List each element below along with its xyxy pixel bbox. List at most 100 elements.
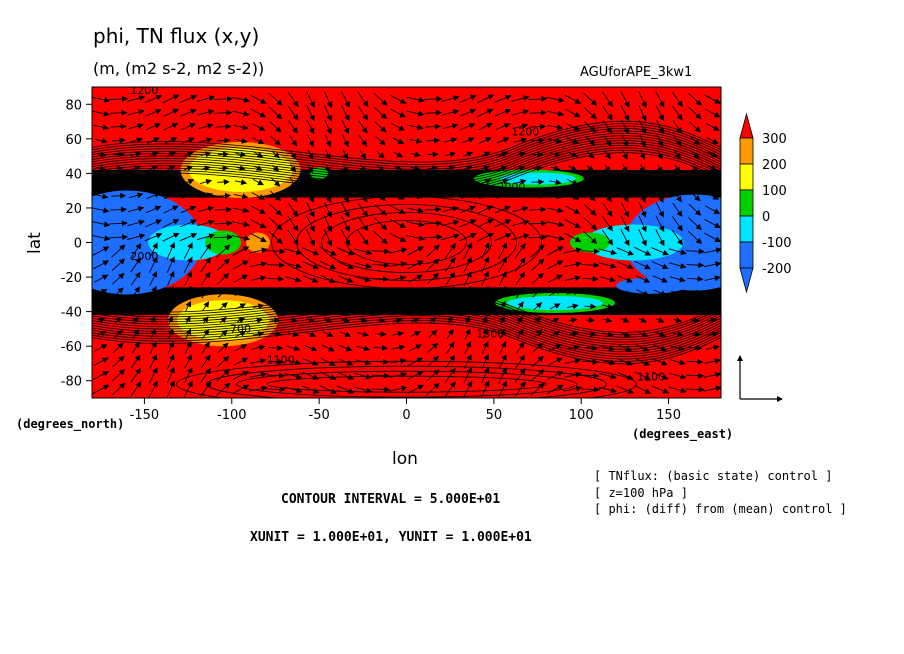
contour-label: 1300 [476,328,504,341]
flux-vector [200,381,212,397]
flux-vector [251,192,265,200]
flux-vector [426,258,440,272]
flux-vector [164,192,178,200]
colorbar-label: -200 [762,262,792,277]
x-tick-label: 150 [656,408,681,423]
flux-vector [150,328,157,340]
flux-vector [391,289,406,296]
colorbar-label: 0 [762,210,770,225]
flux-vector [131,165,141,172]
flux-vector [479,179,492,185]
contour-label: 200 [323,184,344,197]
flux-vector [638,90,647,109]
flux-vector [92,96,111,103]
y-tick-label: 80 [65,98,82,113]
flux-vector [302,371,320,380]
flux-vector [442,123,459,130]
flux-vector [704,358,721,365]
flux-vector [583,230,598,245]
flux-vector [407,371,424,380]
flux-vector [616,261,634,270]
flux-vector [563,247,583,254]
flux-vector [168,300,174,312]
flux-vector [232,110,250,117]
flux-vector [373,289,388,296]
flux-vector [267,275,285,282]
flux-vector [306,119,315,135]
flux-vector [374,203,387,216]
flux-vector [146,192,161,199]
flux-vector [515,151,526,158]
flux-vector [530,244,545,258]
flux-vector [287,303,300,310]
flux-vector [198,192,214,199]
flux-vector [652,358,668,366]
flux-vector [216,192,231,199]
central-ridge [333,200,514,285]
flux-vector [302,247,320,256]
flux-vector [249,261,268,268]
flux-vector [183,165,194,172]
flux-vector [638,105,647,122]
flux-vector [373,344,388,351]
contour-line-south [92,300,721,343]
flux-vector [531,258,545,272]
contour-line-polar [236,370,577,398]
x-tick-label: 0 [402,408,410,423]
flux-vector [373,106,388,120]
flux-vector [393,151,404,158]
flux-vector [581,372,600,379]
flux-vector [250,275,267,282]
flux-vector [582,275,599,282]
flux-vector [236,165,246,172]
flux-vector [441,219,460,227]
flux-vector [602,303,614,310]
y-axis-label: lat [25,232,45,254]
colorbar-bottom-arrow [739,267,754,294]
flux-vector [183,242,193,260]
flux-vector [183,367,193,384]
flux-vector [530,192,546,199]
flux-vector [603,177,612,188]
flux-vector [514,367,526,383]
flux-vector [216,244,231,258]
flux-vector [547,274,563,283]
flux-vector [600,345,615,352]
flux-vector [511,95,530,102]
flux-vector [235,331,247,337]
flux-vector [150,315,156,325]
flux-vector [708,317,718,324]
flux-vector [181,192,196,199]
flux-vector [354,262,372,269]
flux-vector [322,303,334,310]
flux-vector [639,176,646,189]
flux-vector [583,344,598,351]
flux-vector [131,286,141,299]
flux-vector [529,206,547,213]
flux-vector [113,287,124,298]
flux-vector [656,164,663,173]
flux-vector [482,328,489,340]
flux-vector [511,233,530,241]
flux-vector [217,355,230,368]
flux-vector [200,242,212,259]
flux-vector [389,232,407,243]
flux-vector [218,302,228,311]
flux-vector [639,189,646,204]
flux-vector [290,164,296,173]
flux-vector [270,190,282,202]
note-level: [ z=100 hPa ] [594,486,688,500]
flux-vector [358,189,368,203]
flux-vector [269,203,282,216]
flux-vector [111,382,126,396]
flux-vector [620,215,630,233]
units-text: XUNIT = 1.000E+01, YUNIT = 1.000E+01 [250,530,532,545]
flux-vector [214,220,233,227]
flux-vector [147,178,160,185]
flux-vector [302,261,320,270]
contour-line-south [92,305,721,348]
flux-vector [651,385,669,394]
flux-vector [182,178,195,185]
flux-vector [321,344,335,352]
flux-vector [514,178,527,185]
